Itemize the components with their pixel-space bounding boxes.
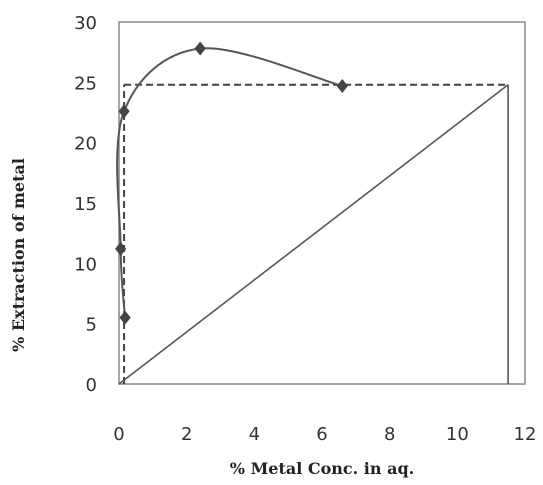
y-tick-label: 5 bbox=[86, 315, 97, 336]
dashed-guides bbox=[123, 83, 509, 384]
x-tick-label: 10 bbox=[446, 424, 469, 445]
y-tick-label: 30 bbox=[74, 13, 97, 34]
x-tick-label: 8 bbox=[384, 424, 395, 445]
y-tick-labels: 0 5 10 15 20 25 30 bbox=[74, 13, 97, 396]
y-tick-label: 0 bbox=[86, 375, 97, 396]
x-tick-label: 2 bbox=[181, 424, 192, 445]
data-point-marker bbox=[115, 241, 127, 256]
x-tick-label: 12 bbox=[514, 424, 537, 445]
data-point-marker bbox=[119, 310, 131, 325]
diagonal-line bbox=[118, 84, 509, 385]
y-tick-label: 10 bbox=[74, 254, 97, 275]
y-axis-title: % Extraction of metal bbox=[9, 158, 28, 352]
x-tick-label: 4 bbox=[249, 424, 260, 445]
data-point-marker bbox=[336, 78, 348, 93]
extraction-curve bbox=[116, 47, 343, 318]
x-tick-label: 6 bbox=[316, 424, 327, 445]
y-tick-label: 15 bbox=[74, 194, 97, 215]
x-axis-title: % Metal Conc. in aq. bbox=[230, 459, 414, 478]
x-tick-label: 0 bbox=[113, 424, 124, 445]
plot-frame bbox=[118, 21, 526, 385]
series-layer bbox=[115, 41, 509, 385]
y-tick-label: 25 bbox=[74, 73, 97, 94]
data-point-marker bbox=[118, 104, 130, 119]
y-tick-label: 20 bbox=[74, 134, 97, 155]
data-point-marker bbox=[194, 41, 206, 56]
x-tick-labels: 0 2 4 6 8 10 12 bbox=[113, 424, 536, 445]
